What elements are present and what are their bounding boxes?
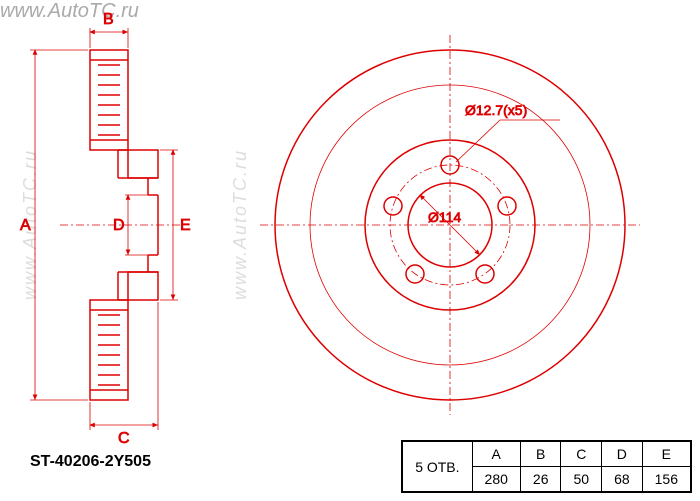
part-number: ST-40206-2Y505: [30, 453, 151, 471]
col-E: E: [642, 442, 690, 467]
bore-spec: Ø114: [428, 209, 461, 225]
val-D: 68: [602, 467, 643, 492]
val-C: 50: [561, 467, 602, 492]
val-B: 26: [520, 467, 561, 492]
dim-C: C: [118, 430, 130, 447]
dim-D: D: [113, 217, 125, 234]
col-C: C: [561, 442, 602, 467]
spec-table: 5 ОТВ. A B C D E 280 26 50 68 156: [401, 440, 692, 493]
col-B: B: [520, 442, 561, 467]
val-E: 156: [642, 467, 690, 492]
col-D: D: [602, 442, 643, 467]
technical-drawing: A B C D E: [0, 0, 700, 501]
dim-B: B: [103, 11, 114, 28]
col-A: A: [472, 442, 520, 467]
dim-E: E: [180, 217, 191, 234]
bolt-spec: Ø12.7(x5): [465, 102, 527, 118]
val-A: 280: [472, 467, 520, 492]
holes-count: 5 ОТВ.: [403, 442, 472, 492]
dim-A: A: [20, 217, 31, 234]
